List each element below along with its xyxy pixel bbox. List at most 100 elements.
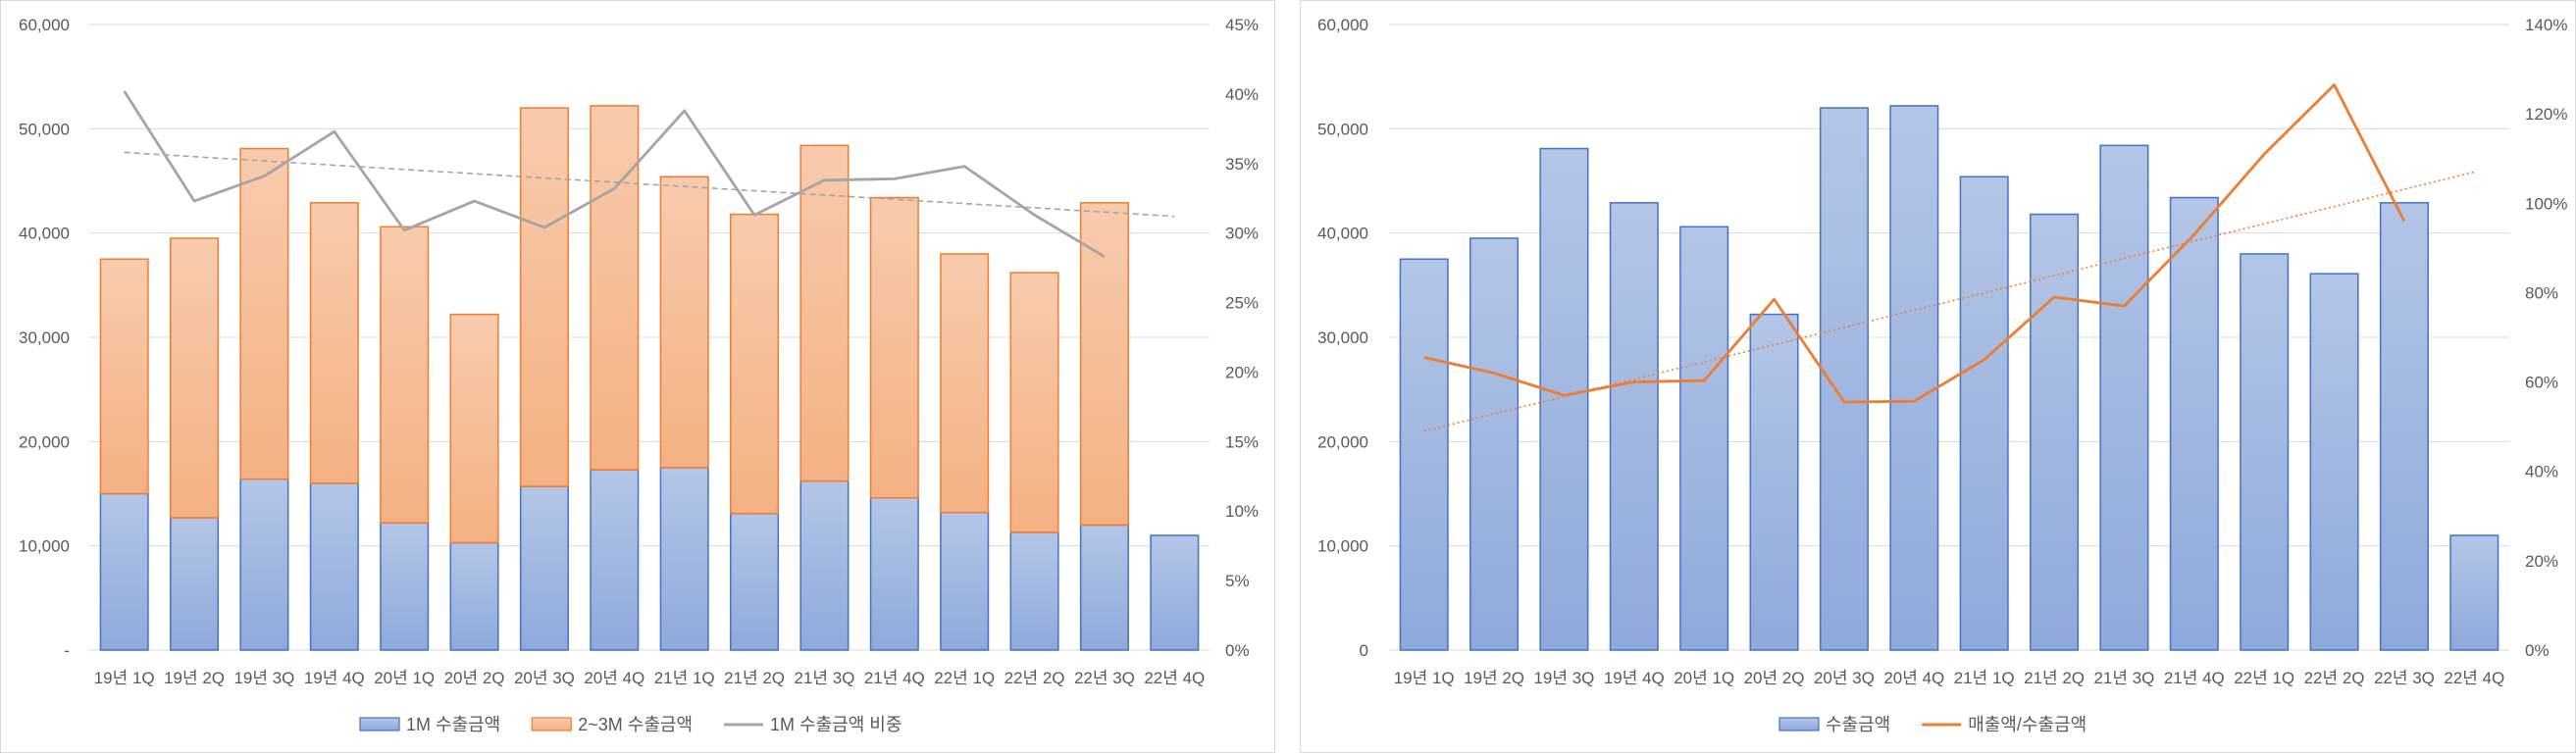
bar [519, 107, 569, 487]
x-tick-label: 21년 4Q [864, 669, 925, 687]
x-tick-label: 19년 4Q [1604, 669, 1665, 687]
x-tick-label: 20년 3Q [1814, 669, 1875, 687]
bar [1609, 202, 1659, 651]
legend-swatch [531, 717, 572, 731]
series-line [1423, 83, 2406, 404]
x-tick-label: 21년 4Q [2164, 669, 2225, 687]
x-tick-label: 19년 2Q [164, 669, 225, 687]
x-tick-label: 19년 3Q [1533, 669, 1594, 687]
legend-label: 매출액/수출금액 [1968, 715, 2087, 734]
y2-tick-label: 100% [2525, 194, 2567, 213]
x-tick-label: 20년 2Q [444, 669, 505, 687]
x-tick-label: 20년 1Q [374, 669, 435, 687]
bar [1079, 524, 1129, 651]
bar [2030, 213, 2080, 651]
bar [309, 482, 359, 651]
y2-tick-label: 40% [1225, 85, 1259, 104]
bar [380, 226, 430, 525]
x-tick-label: 21년 1Q [1954, 669, 2015, 687]
bar [940, 511, 990, 651]
y2-tick-label: 30% [1225, 225, 1259, 243]
y2-tick-label: 25% [1225, 294, 1259, 313]
bar [2169, 196, 2219, 651]
bar [1009, 531, 1059, 651]
bar [869, 196, 919, 499]
y-tick-label: 10,000 [19, 537, 70, 556]
x-tick-label: 22년 4Q [2444, 669, 2504, 687]
bar [449, 313, 499, 544]
bar [380, 522, 430, 651]
y2-tick-label: 140% [2525, 16, 2567, 34]
bar [309, 202, 359, 484]
y2-tick-label: 35% [1225, 155, 1259, 174]
y-tick-label: 20,000 [1317, 432, 1368, 451]
bar [590, 469, 640, 651]
bar [1469, 237, 1520, 651]
x-tick-label: 22년 3Q [2374, 669, 2435, 687]
bar [1539, 147, 1589, 651]
y2-tick-label: 20% [2525, 552, 2558, 571]
x-tick-label: 22년 1Q [2234, 669, 2294, 687]
legend-label: 1M 수출금액 비중 [770, 715, 902, 734]
y-tick-label: 60,000 [19, 16, 70, 34]
x-tick-label: 20년 4Q [584, 669, 644, 687]
trendline [124, 151, 1175, 218]
x-tick-label: 20년 1Q [1674, 669, 1734, 687]
bar [1150, 534, 1200, 651]
x-tick-label: 20년 2Q [1744, 669, 1805, 687]
chart-svg-left: - 10,000 20,000 30,000 40,000 50,000 60,000 0% 5… [19, 16, 1259, 734]
y2-tick-label: 80% [2525, 283, 2558, 302]
y-tick-label: 30,000 [19, 328, 70, 347]
y2-tick-label: 15% [1225, 432, 1259, 451]
bar [799, 479, 850, 651]
y2-tick-label: 0% [2525, 641, 2550, 660]
bar [1889, 105, 1939, 651]
x-tick-label: 21년 2Q [2024, 669, 2085, 687]
y2-tick-label: 60% [2525, 374, 2558, 392]
bar [2379, 202, 2429, 651]
x-tick-label: 19년 3Q [233, 669, 294, 687]
chart-svg-right: 0 10,000 20,000 30,000 40,000 50,000 60,000 0% 2… [1317, 16, 2567, 734]
y-tick-label: - [64, 641, 70, 660]
trendline [1423, 171, 2475, 432]
bar [1399, 258, 1449, 651]
x-tick-label: 22년 1Q [934, 669, 995, 687]
bar [1749, 313, 1799, 651]
x-tick-label: 21년 3Q [2093, 669, 2154, 687]
x-tick-label: 21년 2Q [724, 669, 785, 687]
x-tick-label: 22년 4Q [1144, 669, 1205, 687]
bar [659, 467, 709, 651]
bar [799, 144, 850, 482]
legend-label: 2~3M 수출금액 [578, 715, 693, 734]
bar [239, 147, 289, 480]
y-tick-label: 50,000 [19, 120, 70, 138]
x-tick-label: 21년 3Q [794, 669, 854, 687]
y2-tick-label: 45% [1225, 16, 1259, 34]
legend-swatch [359, 717, 400, 731]
bar [1679, 226, 1729, 651]
y2-tick-label: 40% [2525, 463, 2558, 481]
y2-tick-label: 20% [1225, 363, 1259, 381]
bar [730, 213, 780, 515]
bar [170, 237, 220, 519]
x-tick-label: 22년 2Q [2304, 669, 2365, 687]
legend-label: 1M 수출금액 [406, 715, 500, 734]
x-tick-label: 19년 1Q [94, 669, 155, 687]
bar [239, 478, 289, 651]
x-tick-label: 19년 4Q [304, 669, 365, 687]
y-tick-label: 0 [1360, 641, 1368, 660]
bar [1079, 202, 1129, 527]
bar [2099, 144, 2149, 651]
x-tick-label: 19년 2Q [1464, 669, 1524, 687]
x-tick-label: 19년 1Q [1394, 669, 1455, 687]
bar [869, 497, 919, 651]
chart-panel-left: - 10,000 20,000 30,000 40,000 50,000 60,000 0% 5… [0, 0, 1275, 753]
y-tick-label: 10,000 [1317, 537, 1368, 556]
bar [1009, 272, 1059, 533]
bar [730, 512, 780, 651]
bar [2449, 534, 2499, 651]
bar [519, 485, 569, 651]
y-tick-label: 20,000 [19, 432, 70, 451]
y-tick-label: 40,000 [19, 225, 70, 243]
y-tick-label: 40,000 [1317, 225, 1368, 243]
